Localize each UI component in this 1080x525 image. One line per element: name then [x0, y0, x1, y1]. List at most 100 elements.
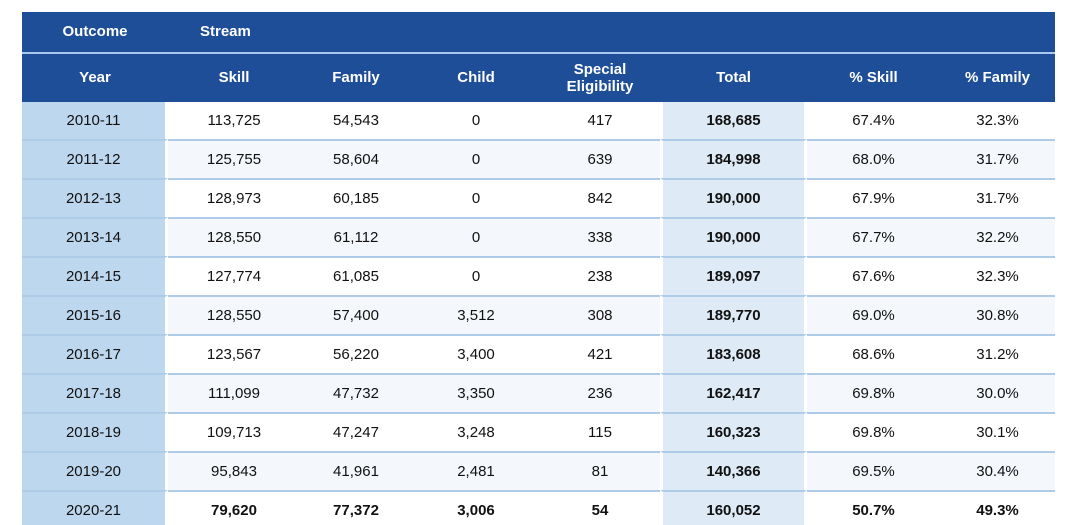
table-row: 2013-14 128,550 61,112 0 338 190,000 67.7% 32.2… — [22, 217, 1056, 256]
cell-year: 2015-16 — [22, 295, 168, 334]
cell-skill: 67.6% — [807, 256, 940, 295]
cell-child: 3,400 — [412, 334, 540, 373]
table-row: 2016-17 123,567 56,220 3,400 421 183,608 68.6%… — [22, 334, 1056, 373]
cell-special-eligibility: 842 — [540, 178, 660, 217]
cell-family: 31.7% — [940, 178, 1056, 217]
migration-outcome-table: Outcome Stream Year Skill Family Child Speci… — [22, 12, 1056, 525]
cell-total: 190,000 — [660, 178, 807, 217]
cell-total: 190,000 — [660, 217, 807, 256]
cell-child: 0 — [412, 217, 540, 256]
cell-family: 47,247 — [300, 412, 412, 451]
column-header-row: Year Skill Family Child Special Eligibility T… — [22, 54, 1056, 102]
cell-skill: 128,550 — [168, 295, 300, 334]
cell-family: 30.8% — [940, 295, 1056, 334]
group-header-outcome: Outcome — [22, 12, 168, 54]
table-row: 2010-11 113,725 54,543 0 417 168,685 67.4% 32.3… — [22, 102, 1056, 139]
cell-year: 2010-11 — [22, 102, 168, 139]
cell-special-eligibility: 238 — [540, 256, 660, 295]
table-row: 2014-15 127,774 61,085 0 238 189,097 67.6% 32.3… — [22, 256, 1056, 295]
header-cell-special-eligibility: Special Eligibility — [540, 54, 660, 102]
cell-skill: 125,755 — [168, 139, 300, 178]
cell-family: 54,543 — [300, 102, 412, 139]
cell-family: 30.4% — [940, 451, 1056, 490]
table-row: 2018-19 109,713 47,247 3,248 115 160,323 69.8%… — [22, 412, 1056, 451]
cell-skill: 79,620 — [168, 490, 300, 525]
cell-family: 61,085 — [300, 256, 412, 295]
table-row: 2020-21 79,620 77,372 3,006 54 160,052 50.7% 49… — [22, 490, 1056, 525]
cell-skill: 113,725 — [168, 102, 300, 139]
cell-skill: 123,567 — [168, 334, 300, 373]
cell-family: 41,961 — [300, 451, 412, 490]
cell-special-eligibility: 115 — [540, 412, 660, 451]
cell-year: 2012-13 — [22, 178, 168, 217]
cell-family: 31.7% — [940, 139, 1056, 178]
cell-skill: 128,550 — [168, 217, 300, 256]
cell-skill: 127,774 — [168, 256, 300, 295]
header-cell-skill: % Skill — [807, 54, 940, 102]
cell-family: 56,220 — [300, 334, 412, 373]
cell-total: 140,366 — [660, 451, 807, 490]
cell-skill: 67.4% — [807, 102, 940, 139]
cell-total: 160,323 — [660, 412, 807, 451]
cell-year: 2013-14 — [22, 217, 168, 256]
cell-skill: 109,713 — [168, 412, 300, 451]
cell-special-eligibility: 338 — [540, 217, 660, 256]
cell-family: 47,732 — [300, 373, 412, 412]
cell-child: 3,512 — [412, 295, 540, 334]
cell-year: 2019-20 — [22, 451, 168, 490]
cell-child: 3,006 — [412, 490, 540, 525]
cell-family: 61,112 — [300, 217, 412, 256]
cell-skill: 69.0% — [807, 295, 940, 334]
cell-family: 32.3% — [940, 256, 1056, 295]
cell-family: 58,604 — [300, 139, 412, 178]
cell-child: 0 — [412, 256, 540, 295]
cell-family: 60,185 — [300, 178, 412, 217]
cell-year: 2016-17 — [22, 334, 168, 373]
cell-special-eligibility: 236 — [540, 373, 660, 412]
cell-skill: 69.5% — [807, 451, 940, 490]
cell-year: 2011-12 — [22, 139, 168, 178]
cell-skill: 69.8% — [807, 373, 940, 412]
header-cell-skill: Skill — [168, 54, 300, 102]
header-cell-total: Total — [660, 54, 807, 102]
cell-special-eligibility: 421 — [540, 334, 660, 373]
cell-year: 2014-15 — [22, 256, 168, 295]
cell-skill: 67.7% — [807, 217, 940, 256]
table-row: 2012-13 128,973 60,185 0 842 190,000 67.9% 31.7… — [22, 178, 1056, 217]
cell-family: 32.3% — [940, 102, 1056, 139]
table-row: 2015-16 128,550 57,400 3,512 308 189,770 69.0%… — [22, 295, 1056, 334]
cell-total: 168,685 — [660, 102, 807, 139]
cell-child: 0 — [412, 178, 540, 217]
cell-year: 2017-18 — [22, 373, 168, 412]
cell-year: 2018-19 — [22, 412, 168, 451]
group-header-stream: Stream — [168, 12, 1056, 54]
cell-family: 77,372 — [300, 490, 412, 525]
cell-special-eligibility: 54 — [540, 490, 660, 525]
cell-special-eligibility: 639 — [540, 139, 660, 178]
header-cell-family: % Family — [940, 54, 1056, 102]
cell-special-eligibility: 81 — [540, 451, 660, 490]
cell-child: 0 — [412, 139, 540, 178]
cell-total: 189,770 — [660, 295, 807, 334]
cell-child: 2,481 — [412, 451, 540, 490]
cell-skill: 50.7% — [807, 490, 940, 525]
cell-family: 30.0% — [940, 373, 1056, 412]
cell-special-eligibility: 308 — [540, 295, 660, 334]
group-header-row: Outcome Stream — [22, 12, 1056, 54]
table-body: 2010-11 113,725 54,543 0 417 168,685 67.4% 32.3… — [22, 102, 1056, 525]
cell-skill: 67.9% — [807, 178, 940, 217]
cell-skill: 95,843 — [168, 451, 300, 490]
cell-total: 183,608 — [660, 334, 807, 373]
cell-family: 32.2% — [940, 217, 1056, 256]
cell-child: 3,350 — [412, 373, 540, 412]
cell-family: 57,400 — [300, 295, 412, 334]
header-cell-family: Family — [300, 54, 412, 102]
table-row: 2019-20 95,843 41,961 2,481 81 140,366 69.5% 30… — [22, 451, 1056, 490]
cell-total: 189,097 — [660, 256, 807, 295]
cell-year: 2020-21 — [22, 490, 168, 525]
cell-family: 49.3% — [940, 490, 1056, 525]
table-row: 2011-12 125,755 58,604 0 639 184,998 68.0% 31.7… — [22, 139, 1056, 178]
cell-skill: 68.0% — [807, 139, 940, 178]
cell-child: 3,248 — [412, 412, 540, 451]
